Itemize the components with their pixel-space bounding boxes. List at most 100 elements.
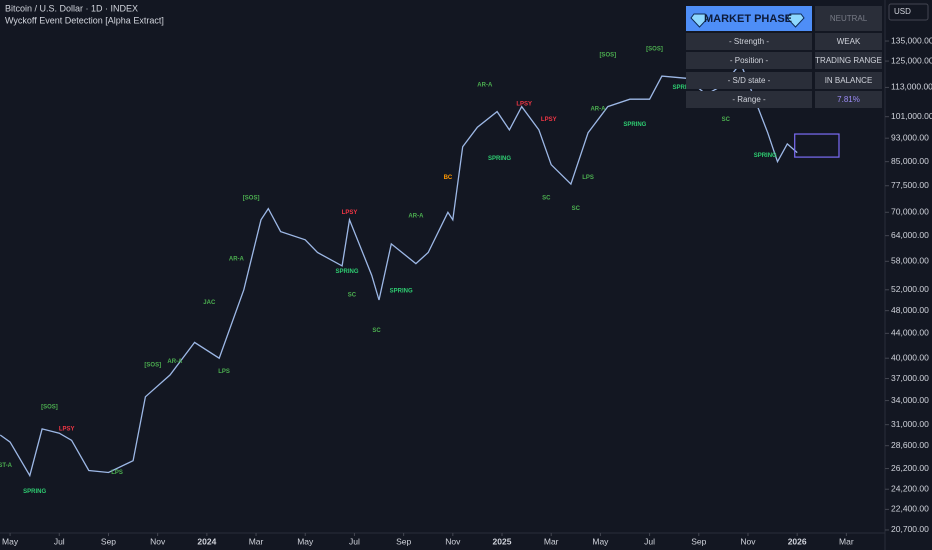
event-label: BC	[444, 175, 453, 181]
phase-state-cell	[815, 6, 882, 31]
x-tick-label: May	[297, 536, 314, 546]
x-tick-label: Jul	[644, 536, 655, 546]
indicator-name: Wyckoff Event Detection [Alpha Extract]	[5, 15, 164, 25]
y-tick-label: 28,600.00	[891, 440, 929, 450]
table-value-cell	[815, 72, 882, 89]
x-tick-label: May	[592, 536, 609, 546]
event-label: [SOS]	[243, 195, 260, 201]
event-label: SPRING	[390, 288, 413, 294]
event-label: [SOS]	[599, 52, 616, 58]
event-label: SC	[542, 195, 551, 201]
event-label: LPS	[111, 470, 123, 476]
event-label: AR-A	[590, 107, 606, 113]
event-label: [SOS]	[144, 362, 161, 368]
currency-box[interactable]	[888, 3, 929, 21]
x-tick-label: Mar	[249, 536, 264, 546]
y-tick-label: 22,400.00	[891, 504, 929, 514]
event-label: [SOS]	[646, 46, 663, 52]
phase-table: MARKET PHASE NEUTRAL - Strength - WEAK - P…	[686, 6, 882, 108]
y-tick-label: 48,000.00	[891, 305, 929, 315]
table-label: - Position -	[730, 56, 769, 65]
x-tick-label: 2026	[788, 536, 807, 546]
table-label-cell	[686, 52, 812, 69]
y-tick-label: 113,000.00	[891, 82, 932, 92]
table-label: - Strength -	[729, 37, 769, 46]
x-tick-label: Mar	[544, 536, 559, 546]
diamond-icon	[786, 13, 805, 28]
event-label: LPSY	[516, 102, 532, 108]
table-value: 7.81%	[837, 95, 860, 104]
event-label: SPRING	[673, 85, 696, 91]
event-label: SPRING	[488, 156, 511, 162]
y-tick-label: 20,700.00	[891, 524, 929, 534]
y-tick-label: 31,000.00	[891, 419, 929, 429]
table-value-cell	[815, 91, 882, 108]
event-label: LPSY	[541, 117, 557, 123]
price-line	[0, 61, 798, 478]
event-label: SPRING	[336, 269, 359, 275]
event-label: LPS	[218, 369, 230, 375]
event-label: AR-A	[229, 257, 245, 263]
plot: ST-A SPRING [SOS] LPSY LPS [SOS] AR-A JAC LPS AR-…	[0, 46, 840, 495]
table-value-cell	[815, 52, 882, 69]
y-tick-label: 93,000.00	[891, 132, 929, 142]
phase-header: MARKET PHASE	[704, 13, 792, 25]
x-tick-label: Nov	[150, 536, 166, 546]
event-label: AR-A	[408, 214, 424, 220]
event-label: SC	[372, 328, 381, 334]
y-tick-label: 52,000.00	[891, 284, 929, 294]
event-label: AR-A	[167, 359, 183, 365]
x-tick-label: Mar	[839, 536, 854, 546]
table-value: WEAK	[837, 37, 861, 46]
x-tick-label: Jul	[349, 536, 360, 546]
symbol-title: Bitcoin / U.S. Dollar · 1D · INDEX	[5, 3, 138, 13]
y-tick-label: 125,000.00	[891, 55, 932, 65]
table-label-cell	[686, 33, 812, 50]
x-tick-label: Sep	[396, 536, 411, 546]
y-tick-label: 77,500.00	[891, 180, 929, 190]
x-tick-label: Nov	[740, 536, 756, 546]
event-label: SC	[348, 292, 357, 298]
y-tick-label: 135,000.00	[891, 35, 932, 45]
table-value: IN BALANCE	[825, 76, 873, 85]
event-label: SPRING	[623, 122, 646, 128]
y-tick-label: 40,000.00	[891, 352, 929, 362]
event-label: [SOS]	[41, 404, 58, 410]
table-label: - S/D state -	[728, 76, 771, 85]
table-label-cell	[686, 91, 812, 108]
y-tick-label: 58,000.00	[891, 256, 929, 266]
x-tick-label: Sep	[691, 536, 706, 546]
event-label: AR-A	[477, 83, 493, 89]
y-tick-label: 64,000.00	[891, 230, 929, 240]
phase-state: NEUTRAL	[830, 14, 868, 23]
diamond-icon	[690, 13, 709, 28]
event-label: LPS	[582, 175, 594, 181]
event-label: SPRING	[23, 489, 46, 495]
event-label: SC	[572, 206, 581, 212]
table-label: - Range -	[732, 95, 766, 104]
y-tick-label: 85,000.00	[891, 156, 929, 166]
event-label: LPSY	[342, 210, 358, 216]
x-tick-label: Jul	[54, 536, 65, 546]
range-box	[794, 133, 840, 158]
y-tick-label: 37,000.00	[891, 373, 929, 383]
event-label: LPSY	[59, 426, 75, 432]
table-value: TRADING RANGE	[815, 56, 882, 65]
event-label: SPRING	[754, 153, 777, 159]
event-label: JAC	[203, 300, 216, 306]
y-tick-label: 26,200.00	[891, 463, 929, 473]
currency[interactable]: USD	[894, 7, 911, 16]
x-tick-label: May	[2, 536, 19, 546]
y-tick-label: 70,000.00	[891, 207, 929, 217]
table-value-cell	[815, 33, 882, 50]
y-tick-label: 24,200.00	[891, 483, 929, 493]
event-label: ST-A	[0, 463, 13, 469]
y-tick-label: 101,000.00	[891, 111, 932, 121]
x-tick-label: Sep	[101, 536, 116, 546]
x-tick-label: 2025	[493, 536, 512, 546]
y-tick-label: 44,000.00	[891, 328, 929, 338]
x-tick-label: Nov	[445, 536, 461, 546]
table-label-cell	[686, 72, 812, 89]
